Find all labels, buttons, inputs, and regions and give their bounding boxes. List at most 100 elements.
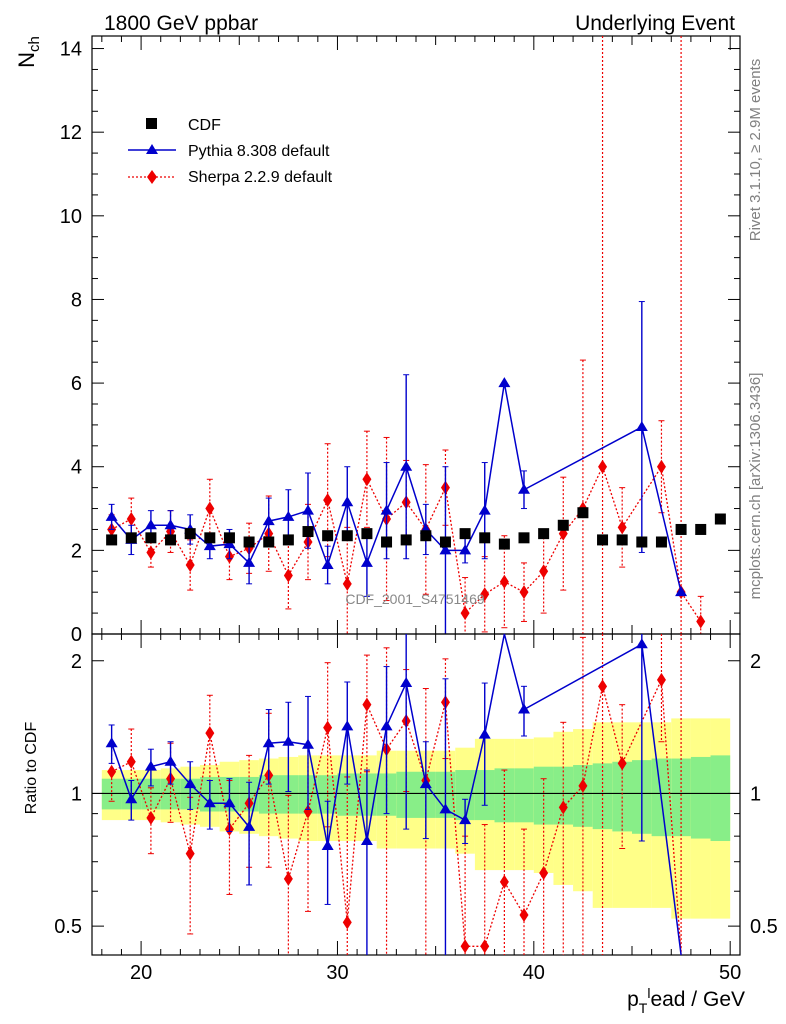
data-point-cdf <box>400 534 412 546</box>
xtick-label: 20 <box>130 962 152 984</box>
data-point-cdf <box>361 528 373 540</box>
data-point-cdf <box>106 534 118 546</box>
data-point-sherpa <box>283 568 293 583</box>
data-point-pythia <box>635 421 648 431</box>
band-stat <box>671 758 691 837</box>
data-point-sherpa <box>480 939 490 954</box>
data-point-pythia <box>518 703 530 714</box>
data-point-sherpa <box>342 915 352 930</box>
svg-text:Nch: Nch <box>14 36 43 68</box>
legend-marker-pythia <box>146 144 158 154</box>
data-point-pythia <box>439 544 452 555</box>
data-point-pythia <box>498 377 511 388</box>
data-point-sherpa <box>362 472 372 487</box>
data-point-sherpa <box>323 720 333 735</box>
data-point-cdf <box>381 536 393 548</box>
main-panel: 0 2 4 6 8 10 12 14 <box>60 35 741 646</box>
data-point-pythia <box>478 728 491 739</box>
data-point-pythia <box>675 586 688 597</box>
data-point-sherpa <box>460 939 470 954</box>
data-point-pythia <box>341 720 354 731</box>
data-point-pythia <box>400 677 413 688</box>
data-point-sherpa <box>146 545 156 560</box>
data-point-pythia <box>164 519 177 530</box>
legend-item-sherpa: Sherpa 2.2.9 default <box>128 169 333 186</box>
main-ytick-label: 14 <box>60 39 82 61</box>
ratio-ytick-label-right: 2 <box>750 651 761 673</box>
data-point-cdf <box>322 530 334 542</box>
data-point-pythia <box>105 737 118 748</box>
band-stat <box>455 770 475 821</box>
ratio-ylabel: Ratio to CDF <box>23 722 40 815</box>
data-point-sherpa <box>185 558 195 572</box>
data-point-sherpa <box>107 764 117 779</box>
data-point-sherpa <box>460 606 470 621</box>
data-point-pythia <box>478 504 491 515</box>
main-ytick-label: 6 <box>71 373 82 395</box>
data-point-pythia <box>144 519 157 530</box>
ratio-ytick-label: 1 <box>71 783 82 805</box>
data-point-cdf <box>341 530 353 542</box>
data-point-cdf <box>223 532 235 544</box>
main-ytick-label: 8 <box>71 289 82 311</box>
data-point-pythia <box>164 755 177 766</box>
band-stat <box>592 763 613 830</box>
data-point-cdf <box>479 532 491 544</box>
data-point-cdf <box>145 532 157 544</box>
data-point-pythia <box>282 735 295 746</box>
band-stat <box>612 761 632 832</box>
mcplots-label: mcplots.cern.ch [arXiv:1306.3436] <box>747 373 764 600</box>
data-point-sherpa <box>480 587 490 602</box>
band-stat <box>710 755 731 842</box>
main-ylabel: Nch <box>14 36 43 68</box>
watermark: CDF_2001_S4751469 <box>345 591 485 607</box>
legend-marker-cdf <box>146 118 157 129</box>
x-axis-label: pTlead / GeV <box>627 985 745 1016</box>
data-point-cdf <box>675 523 687 535</box>
data-point-sherpa <box>205 501 215 516</box>
data-point-pythia <box>203 540 216 551</box>
data-point-sherpa <box>656 459 666 474</box>
header-right: Underlying Event <box>575 12 735 35</box>
data-point-pythia <box>302 504 314 515</box>
data-point-sherpa <box>146 810 156 825</box>
data-point-pythia <box>243 820 256 831</box>
data-point-cdf <box>302 526 314 538</box>
data-point-pythia <box>203 797 216 808</box>
data-point-cdf <box>204 532 216 544</box>
data-point-pythia <box>125 793 138 804</box>
data-point-cdf <box>125 532 137 544</box>
data-point-cdf <box>655 536 667 548</box>
band-stat <box>141 778 161 810</box>
main-ytick-label: 4 <box>71 457 82 479</box>
data-point-sherpa <box>185 846 195 861</box>
data-point-cdf <box>518 532 530 544</box>
main-ytick-label: 12 <box>60 122 82 144</box>
data-point-pythia <box>459 544 472 555</box>
data-point-sherpa <box>598 679 608 694</box>
data-point-pythia <box>282 510 295 521</box>
data-point-pythia <box>380 720 393 731</box>
band-stat <box>278 775 299 814</box>
data-point-cdf <box>538 528 550 540</box>
data-point-pythia <box>518 483 530 494</box>
data-point-pythia <box>262 515 275 526</box>
data-point-pythia <box>360 556 373 567</box>
data-point-sherpa <box>578 778 588 793</box>
data-point-sherpa <box>205 726 215 741</box>
data-point-cdf <box>695 523 707 535</box>
data-point-pythia <box>321 839 334 850</box>
data-point-sherpa <box>519 907 529 922</box>
legend-label-sherpa: Sherpa 2.2.9 default <box>188 169 333 186</box>
ratio-pythia-line <box>110 633 682 956</box>
data-point-pythia <box>105 510 118 521</box>
data-point-cdf <box>636 536 648 548</box>
data-point-sherpa <box>126 754 136 769</box>
data-point-pythia <box>380 504 393 515</box>
data-point-sherpa <box>539 564 549 579</box>
data-point-sherpa <box>362 697 372 712</box>
data-point-pythia <box>459 814 472 825</box>
data-point-pythia <box>302 738 314 749</box>
band-stat <box>573 765 593 827</box>
ratio-uncertainty-bands <box>101 718 731 919</box>
